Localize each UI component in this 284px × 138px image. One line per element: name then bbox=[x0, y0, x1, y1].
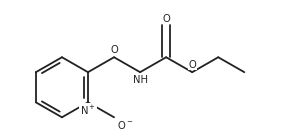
Text: O: O bbox=[110, 45, 118, 55]
Text: NH: NH bbox=[133, 75, 148, 85]
Text: O$^-$: O$^-$ bbox=[117, 119, 133, 131]
Text: O: O bbox=[188, 60, 196, 70]
Text: O: O bbox=[162, 14, 170, 24]
Text: N$^+$: N$^+$ bbox=[80, 104, 96, 117]
